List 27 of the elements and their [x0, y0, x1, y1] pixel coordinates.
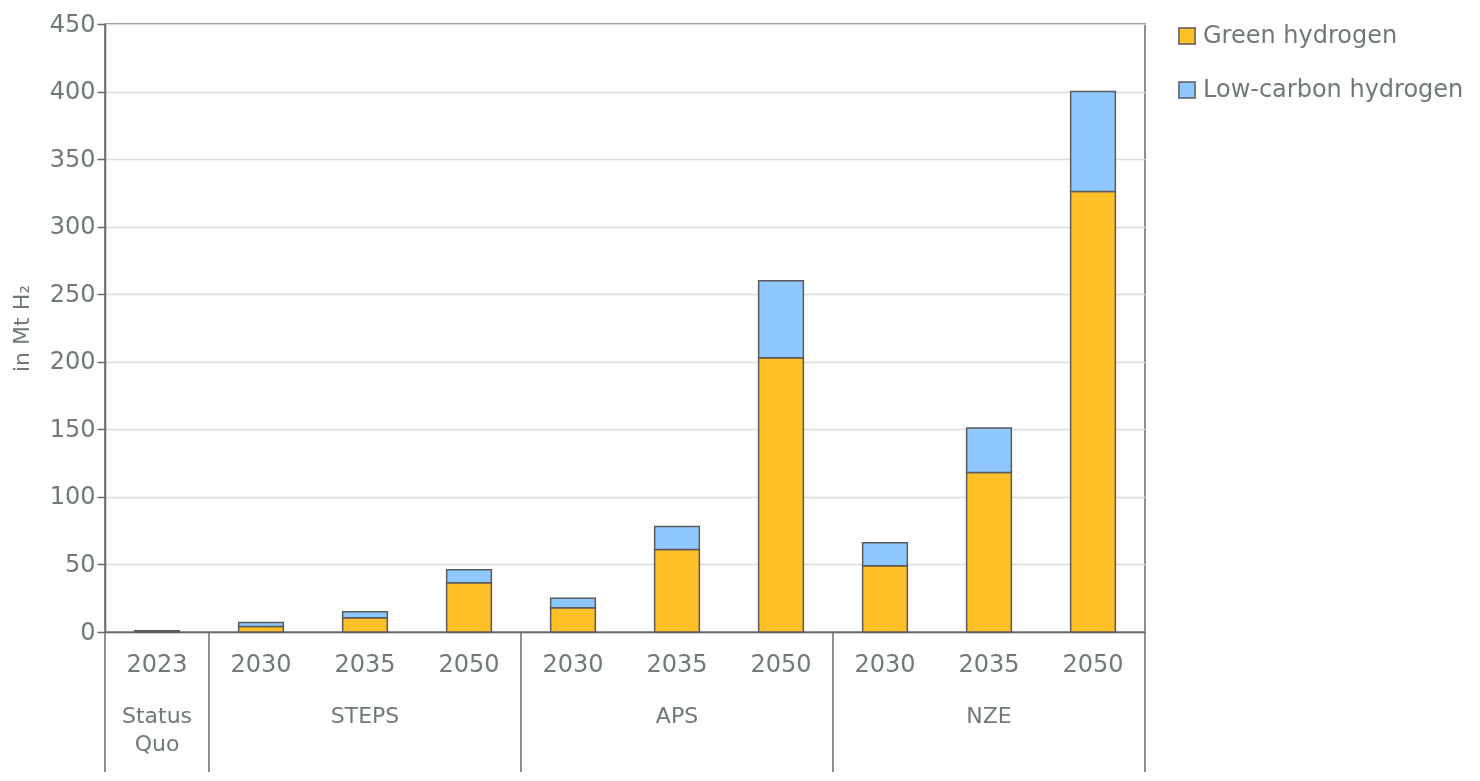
y-tick-label: 0 [80, 617, 96, 646]
x-tick-label: 2035 [646, 649, 708, 678]
x-tick-label: 2050 [438, 649, 500, 678]
y-tick-label: 100 [49, 482, 96, 511]
x-tick-label: 2030 [230, 649, 292, 678]
y-tick-label: 300 [49, 212, 96, 241]
y-tick-label: 400 [49, 77, 96, 106]
text: Status Quo [121, 703, 193, 756]
y-axis-title: in Mt H₂ [8, 284, 34, 373]
text: STEPS [330, 703, 400, 728]
y-tick-label: 200 [49, 347, 96, 376]
x-tick-label: 2050 [750, 649, 812, 678]
y-tick-label: 50 [64, 549, 96, 578]
y-tick-label: 350 [49, 144, 96, 173]
x-tick-label: 2035 [958, 649, 1020, 678]
legend-label: Green hydrogen [1203, 21, 1398, 49]
x-tick-label: 2023 [126, 649, 188, 678]
x-tick-label: 2030 [854, 649, 916, 678]
y-tick-label: 450 [49, 9, 96, 38]
x-tick-label: 2050 [1062, 649, 1124, 678]
x-tick-label: 2035 [334, 649, 396, 678]
x-tick-label: 2030 [542, 649, 604, 678]
legend-label: Low-carbon hydrogen [1203, 75, 1464, 103]
text: APS [655, 703, 699, 728]
y-tick-label: 250 [49, 279, 96, 308]
text: NZE [966, 703, 1012, 728]
y-tick-label: 150 [49, 414, 96, 443]
